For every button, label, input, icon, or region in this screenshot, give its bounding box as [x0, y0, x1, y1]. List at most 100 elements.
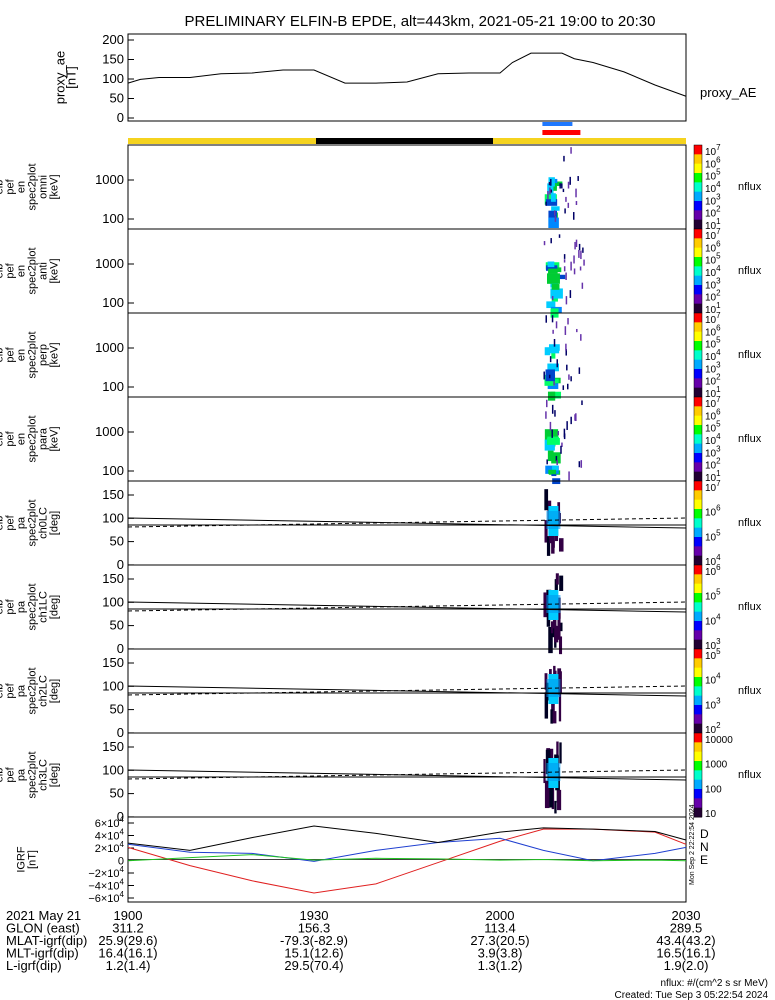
panel-ylabel-line: [deg]: [49, 511, 61, 535]
spectrogram-cell: [557, 789, 562, 811]
panel-frame: [127, 228, 687, 314]
spectrogram-speck: [566, 364, 568, 371]
panel-ylabel-line: pef: [5, 682, 17, 698]
colorbar-swatch: [694, 751, 702, 762]
colorbar-tick-label: 104: [705, 612, 721, 627]
colorbar-swatch: [694, 742, 702, 753]
spectrogram-speck: [552, 329, 554, 334]
spectrogram-cell: [554, 800, 557, 814]
anti-loss-cone-line: [127, 601, 687, 612]
y-tick-label: 100: [102, 71, 124, 86]
panel-ylabel-line: pef: [5, 766, 17, 782]
panel-ch1LC: elb pef pa spec2plot ch1LC [deg]1501005001061…: [0, 563, 762, 656]
panel-ylabel-line: spec2plot: [27, 751, 39, 798]
spectrogram-speck: [565, 349, 567, 356]
colorbar-swatch: [694, 555, 702, 566]
colorbar-swatch: [694, 714, 702, 725]
y-tick-label: 150: [102, 487, 124, 502]
spectrogram-speck: [581, 400, 583, 406]
colorbar-tick-label: 106: [705, 504, 721, 519]
spectrogram-cell: [544, 673, 548, 690]
colorbar-swatch: [694, 490, 702, 501]
spectrogram-speck: [573, 268, 576, 275]
igrf-legend-N: N: [700, 840, 709, 854]
colorbar-swatch: [694, 509, 702, 519]
spectrogram-speck: [565, 296, 568, 305]
spectrogram-speck: [575, 239, 578, 247]
spectrogram-cell: [544, 692, 549, 719]
x-row-name: 2021 May 21: [6, 908, 81, 923]
x-row-value: 2030: [672, 908, 701, 923]
panel-ylabel-line: elb: [0, 180, 6, 195]
colorbar-swatch: [694, 471, 702, 482]
y-tick-label: 50: [110, 702, 124, 717]
panel-ylabel-line: [nT]: [64, 66, 79, 88]
panel-ylabel-line: pef: [5, 514, 17, 530]
spectrogram-speck: [570, 376, 572, 382]
colorbar-swatch: [694, 182, 702, 193]
y-tick-label: 100: [102, 510, 124, 525]
igrf-series-N: [127, 837, 687, 862]
spectrogram-speck: [563, 155, 565, 162]
colorbar-tick-label: 102: [705, 721, 721, 736]
spectrogram-speck: [543, 241, 546, 246]
spectrogram-speck: [565, 272, 567, 281]
spectrogram-speck: [543, 371, 545, 380]
panel-ylabel-line: spec2plot: [27, 163, 39, 210]
spectrogram-cell: [547, 261, 555, 268]
x-row-value: 156.3: [298, 921, 331, 936]
x-row-name: L-igrf(dip): [6, 958, 62, 973]
x-row-value: 113.4: [484, 921, 516, 936]
x-row-value: 1900: [114, 908, 143, 923]
spectrogram-speck: [575, 188, 577, 198]
spectrogram-speck: [577, 176, 579, 181]
panel-ylabel-line: spec2plot: [27, 331, 39, 378]
colorbar-swatch: [694, 341, 702, 351]
y-tick-label: 100: [102, 211, 124, 226]
spectrogram-cell: [551, 284, 560, 290]
y-tick-label: 0: [118, 856, 124, 868]
panel-ylabel-line: spec2plot: [27, 667, 39, 714]
spectrogram-speck: [567, 318, 569, 325]
spectrogram-speck: [579, 266, 582, 271]
spectrogram-speck: [566, 421, 568, 430]
y-tick-label: −6×104: [88, 890, 124, 905]
spectrogram-speck: [569, 176, 571, 185]
y-tick-label: −4×104: [88, 878, 124, 893]
panel-ylabel-line: pa: [16, 600, 28, 613]
spectrogram-speck: [553, 210, 556, 216]
footer-created: Created: Tue Sep 3 05:22:54 2024: [615, 990, 769, 1000]
spectrogram-speck: [560, 445, 562, 454]
spectrogram-speck: [556, 460, 558, 466]
spectrogram-cell: [547, 273, 560, 284]
x-row-value: 29.5(70.4): [284, 958, 343, 973]
colorbar-tick-label: 10000: [705, 735, 733, 746]
spectrogram-speck: [575, 413, 577, 421]
panel-ylabel-line: proxy_ae: [53, 51, 68, 104]
x-row-value: 1.9(2.0): [664, 958, 709, 973]
loss-cone-line: [127, 685, 687, 697]
panel-ylabel-line: pef: [5, 598, 17, 614]
colorbar-swatch: [694, 378, 702, 389]
spectrogram-cell: [548, 210, 557, 218]
panel-ylabel-line: elb: [0, 264, 6, 279]
colorbar-swatch: [694, 173, 702, 183]
spectrogram-speck: [566, 383, 569, 390]
colorbar-swatch: [694, 275, 702, 286]
x-row-value: 27.3(20.5): [470, 933, 529, 948]
x-row-value: 1.2(1.4): [106, 958, 151, 973]
spectrogram-speck: [565, 196, 567, 202]
spectrogram-cell: [544, 780, 550, 809]
spectrogram-speck: [570, 416, 572, 425]
spectrogram-cell: [545, 465, 559, 474]
panel-ylabel-line: elb: [0, 684, 6, 699]
panel-ylabel-line: [keV]: [49, 342, 61, 367]
proxy-ae-side-label: proxy_AE: [700, 85, 757, 100]
spectrogram-speck: [562, 385, 565, 390]
colorbar-label: nflux: [738, 349, 762, 361]
spectrogram-speck: [559, 183, 561, 189]
anti-loss-cone-line: [127, 517, 687, 528]
x-row-value: 15.1(12.6): [284, 946, 343, 961]
